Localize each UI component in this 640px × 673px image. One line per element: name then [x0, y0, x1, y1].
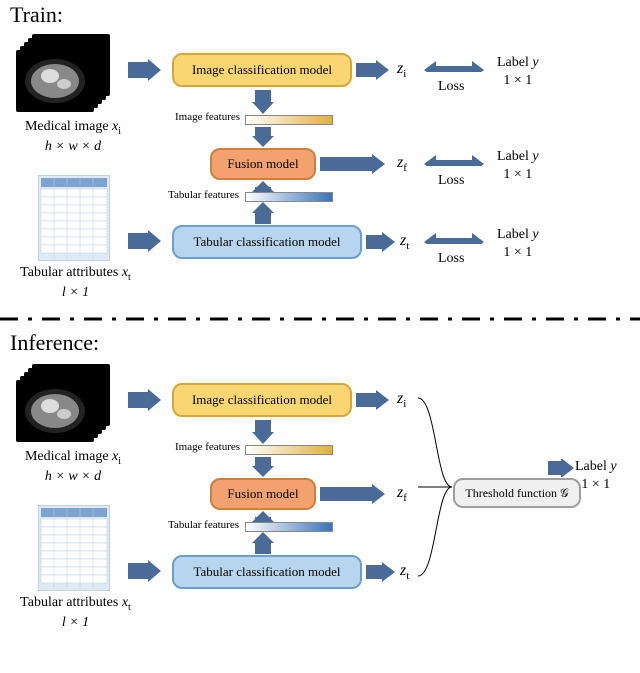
zt-train: zt [400, 232, 409, 252]
image-feature-bar-inf [245, 445, 333, 455]
arrow-feat-to-fusion [252, 127, 274, 147]
section-divider [0, 316, 640, 322]
arrow-img-to-feat-inf [252, 420, 274, 444]
image-model-box-inf: Image classification model [172, 383, 352, 417]
zi-train: zi [397, 60, 406, 80]
image-features-label-train: Image features [175, 111, 240, 123]
inference-title: Inference: [10, 330, 99, 356]
image-features-label-inf: Image features [175, 441, 240, 453]
dbl-arrow-2 [424, 154, 484, 166]
arrow-mi-to-imgmodel-inf [128, 389, 164, 411]
loss-label-3: Loss [438, 250, 464, 268]
medical-image-caption-train: Medical image xi h × w × d [8, 118, 138, 156]
arrow-thresh-final-real [548, 459, 582, 477]
tabular-model-box-inf: Tabular classification model [172, 555, 362, 589]
brace-connector [416, 390, 456, 584]
arrow-tab-to-tabmodel-inf [128, 560, 164, 582]
tabular-caption-train: Tabular attributes xt l × 1 [8, 264, 143, 302]
zf-inf: zf [397, 484, 407, 504]
tabular-model-box-train: Tabular classification model [172, 225, 362, 259]
arrow-fus-to-zf-inf [320, 484, 386, 504]
image-feature-bar-train [245, 115, 333, 125]
arrow-img-to-zi [356, 60, 390, 80]
medical-image-stack [12, 28, 122, 116]
arrow-img-to-feat [252, 90, 274, 114]
arrow-tab-to-zt [366, 232, 396, 252]
arrow-tab-to-zt-inf [366, 562, 396, 582]
medical-image-caption-inf: Medical image xi h × w × d [8, 448, 138, 486]
tabular-feature-bar-train [245, 192, 333, 202]
tabular-thumbnail-inf [38, 505, 110, 591]
arrow-feat-to-fusion-inf [252, 457, 274, 477]
dbl-arrow-3 [424, 232, 484, 244]
tabular-caption-inf: Tabular attributes xt l × 1 [8, 594, 143, 632]
arrow-tab-to-feat-inf [252, 532, 274, 554]
loss-label-1: Loss [438, 78, 464, 96]
arrow-feat-to-fusion2 [252, 181, 274, 192]
zi-inf: zi [397, 390, 406, 410]
arrow-tab-to-feat [252, 202, 274, 224]
zt-inf: zt [400, 562, 409, 582]
image-model-box-train: Image classification model [172, 53, 352, 87]
zf-train: zf [397, 154, 407, 174]
loss-label-2: Loss [438, 172, 464, 190]
label-block-1: Label y1 × 1 [497, 54, 539, 90]
tabular-features-label-inf: Tabular features [168, 519, 239, 531]
fusion-model-box-inf: Fusion model [210, 478, 316, 510]
arrow-img-to-zi-inf [356, 390, 390, 410]
tabular-feature-bar-inf [245, 522, 333, 532]
arrow-fus-to-zf [320, 154, 386, 174]
tabular-features-label-train: Tabular features [168, 189, 239, 201]
arrow-feat-to-fusion2-inf [252, 511, 274, 522]
arrow-mi-to-imgmodel [128, 59, 164, 81]
label-block-2: Label y1 × 1 [497, 148, 539, 184]
arrow-tab-to-tabmodel [128, 230, 164, 252]
medical-image-stack-inf [12, 358, 122, 446]
label-block-3: Label y1 × 1 [497, 226, 539, 262]
fusion-model-box-train: Fusion model [210, 148, 316, 180]
train-title: Train: [10, 2, 63, 28]
tabular-thumbnail-train [38, 175, 110, 261]
arrow-threshold-to-label [548, 484, 574, 504]
dbl-arrow-1 [424, 60, 484, 72]
